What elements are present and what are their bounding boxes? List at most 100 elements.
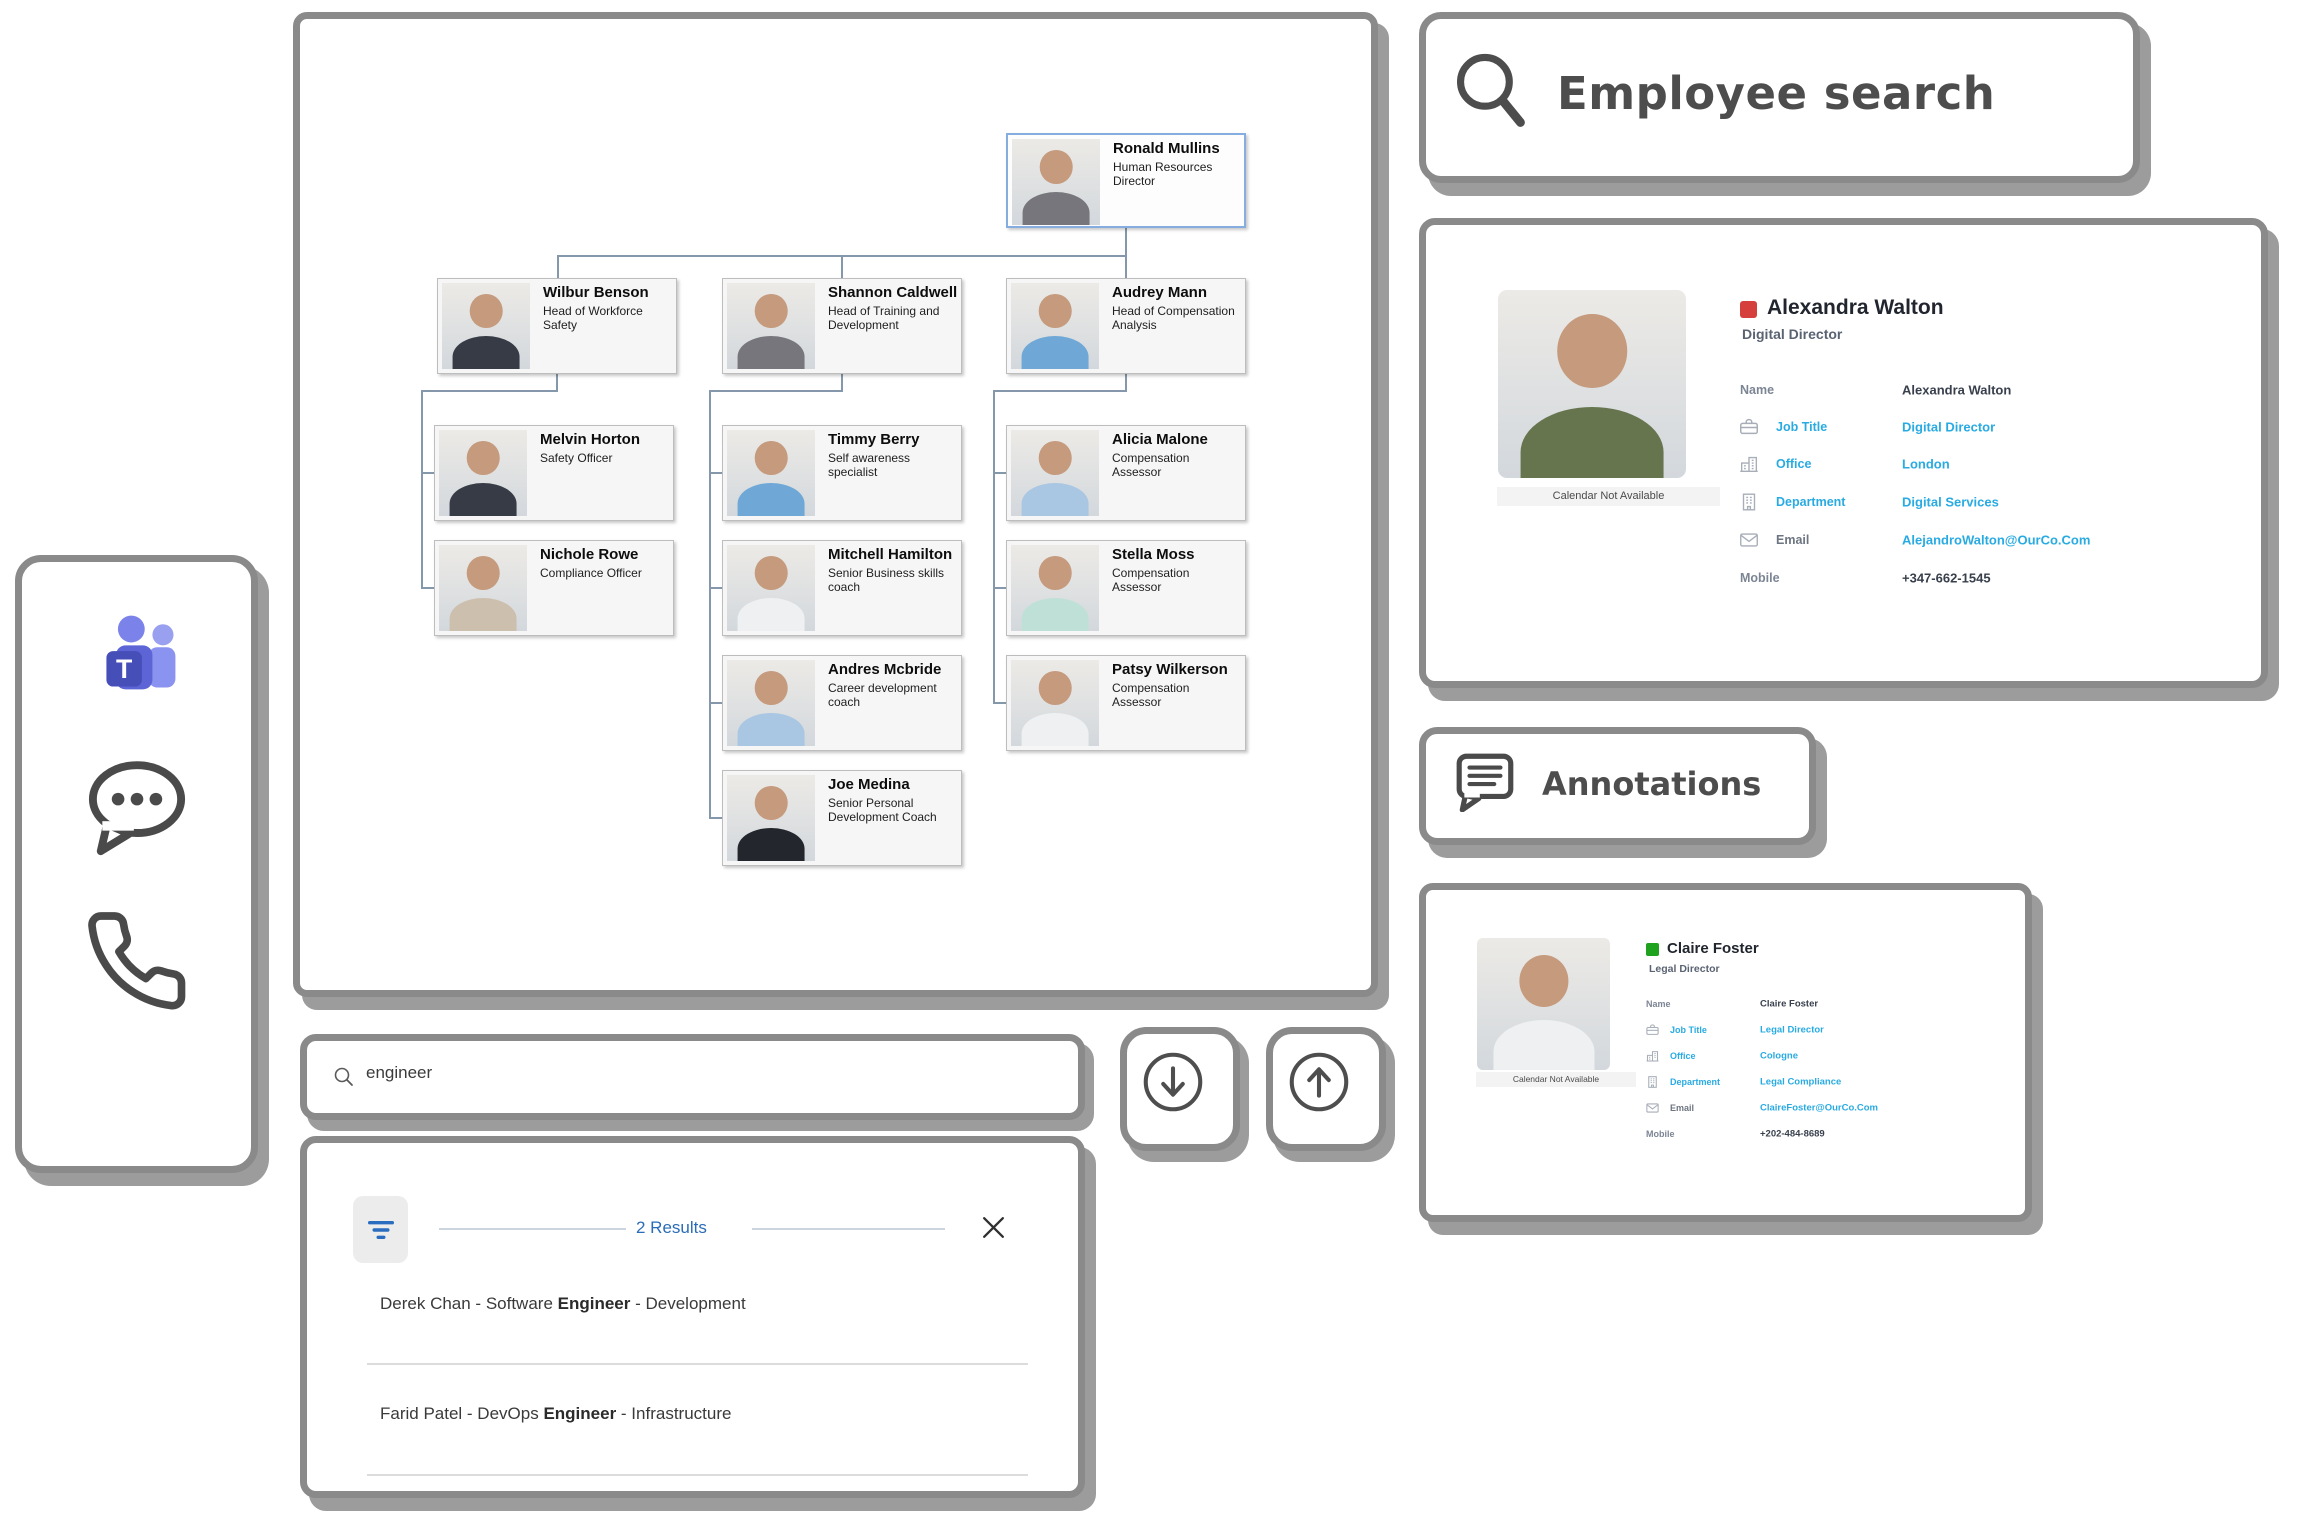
org-node[interactable]: Melvin Horton Safety Officer xyxy=(434,425,674,521)
teams-icon[interactable]: T xyxy=(93,610,185,696)
field-value[interactable]: London xyxy=(1902,456,1950,472)
employee-photo xyxy=(727,660,815,746)
profile-photo xyxy=(1498,290,1686,478)
org-connector xyxy=(1125,255,1127,278)
employee-search-panel: Employee search xyxy=(1419,12,2140,183)
calendar-status: Calendar Not Available xyxy=(1497,487,1720,506)
org-connector xyxy=(993,472,1006,474)
employee-name: Audrey Mann xyxy=(1112,284,1208,301)
field-value[interactable]: Digital Director xyxy=(1902,419,1996,434)
result-row[interactable]: Farid Patel - DevOps Engineer - Infrastr… xyxy=(380,1404,731,1424)
employee-name: Mitchell Hamilton xyxy=(828,546,953,563)
employee-name: Wilbur Benson xyxy=(543,284,649,301)
employee-name: Shannon Caldwell xyxy=(828,284,958,301)
employee-name: Patsy Wilkerson xyxy=(1112,661,1228,678)
field-value[interactable]: Legal Compliance xyxy=(1760,1076,1842,1088)
office-icon xyxy=(1738,453,1760,475)
employee-title: Senior Business skills coach xyxy=(828,565,945,594)
field-label: Department xyxy=(1670,1077,1721,1087)
org-node[interactable]: Joe Medina Senior Personal Development C… xyxy=(722,770,962,866)
search-results-panel: 2 Results Derek Chan - Software Engineer… xyxy=(300,1136,1085,1498)
employee-title: Compensation Assessor xyxy=(1112,450,1190,479)
field-label: Mobile xyxy=(1740,570,1780,585)
org-node[interactable]: Stella Moss Compensation Assessor xyxy=(1006,540,1246,636)
org-connector xyxy=(993,702,1006,704)
search-icon xyxy=(332,1065,356,1089)
department-icon xyxy=(1738,491,1760,513)
result-text: Farid Patel - DevOps xyxy=(380,1404,544,1423)
employee-title: Self awareness specialist xyxy=(828,450,911,479)
status-badge xyxy=(1740,301,1757,318)
field-value[interactable]: Digital Services xyxy=(1902,494,1999,510)
result-match: Engineer xyxy=(543,1404,617,1423)
profile-role: Legal Director xyxy=(1649,963,1720,975)
employee-photo xyxy=(1011,660,1099,746)
search-bar xyxy=(300,1034,1085,1120)
org-node[interactable]: Shannon Caldwell Head of Training and De… xyxy=(722,278,962,374)
profile-card-claire: Calendar Not Available Claire Foster Leg… xyxy=(1419,883,2032,1222)
field-value: Claire Foster xyxy=(1760,998,1819,1010)
profile-field-row: Name Claire Foster xyxy=(1645,991,2005,1017)
org-node[interactable]: Andres Mcbride Career development coach xyxy=(722,655,962,751)
field-value[interactable]: Legal Director xyxy=(1760,1024,1824,1036)
org-connector xyxy=(993,390,1127,392)
envelope-icon xyxy=(1738,529,1760,551)
field-value: +347-662-1545 xyxy=(1902,570,1991,585)
field-label: Email xyxy=(1776,533,1810,547)
phone-icon[interactable] xyxy=(79,907,194,1015)
org-node[interactable]: Wilbur Benson Head of Workforce Safety xyxy=(437,278,677,374)
field-value: +202-484-8689 xyxy=(1760,1128,1825,1140)
employee-photo xyxy=(727,283,815,369)
org-connector xyxy=(1125,228,1127,255)
profile-field-row: Office London xyxy=(1738,445,2238,483)
row-divider xyxy=(367,1474,1028,1476)
org-connector xyxy=(709,587,722,589)
employee-title: Compensation Assessor xyxy=(1112,565,1190,594)
profile-field-row: Job Title Digital Director xyxy=(1738,408,2238,445)
employee-name: Joe Medina xyxy=(828,776,910,793)
field-label: Office xyxy=(1776,457,1812,471)
org-node[interactable]: Patsy Wilkerson Compensation Assessor xyxy=(1006,655,1246,751)
org-connector xyxy=(709,702,722,704)
profile-field-row: Department Digital Services xyxy=(1738,483,2238,521)
org-connector xyxy=(841,255,843,278)
employee-title: Compensation Assessor xyxy=(1112,680,1190,709)
field-label: Email xyxy=(1670,1103,1695,1113)
employee-name: Stella Moss xyxy=(1112,546,1195,563)
org-connector xyxy=(709,390,711,819)
office-icon xyxy=(1645,1049,1660,1064)
field-label: Department xyxy=(1776,495,1846,509)
scroll-up-button[interactable] xyxy=(1266,1027,1386,1151)
field-label: Office xyxy=(1670,1051,1696,1061)
employee-photo xyxy=(1011,545,1099,631)
search-input[interactable] xyxy=(364,1062,1028,1084)
employee-name: Timmy Berry xyxy=(828,431,920,448)
filter-button[interactable] xyxy=(353,1196,408,1263)
org-node[interactable]: Nichole Rowe Compliance Officer xyxy=(434,540,674,636)
result-text: Derek Chan - Software xyxy=(380,1294,558,1313)
employee-title: Head of Compensation Analysis xyxy=(1112,303,1235,332)
org-connector xyxy=(556,374,558,390)
org-connector xyxy=(421,390,423,589)
field-value[interactable]: Cologne xyxy=(1760,1050,1798,1062)
org-node[interactable]: Ronald Mullins Human Resources Director xyxy=(1006,133,1246,228)
org-connector xyxy=(709,817,722,819)
scroll-down-button[interactable] xyxy=(1120,1027,1240,1151)
field-value[interactable]: AlejandroWalton@OurCo.Com xyxy=(1902,532,2091,548)
field-value[interactable]: ClaireFoster@OurCo.Com xyxy=(1760,1102,1879,1114)
profile-fields: Name Alexandra Walton Job Title Digital … xyxy=(1738,371,2238,596)
org-connector xyxy=(709,472,722,474)
result-row[interactable]: Derek Chan - Software Engineer - Develop… xyxy=(380,1294,746,1314)
chat-icon[interactable] xyxy=(77,755,197,859)
org-node[interactable]: Alicia Malone Compensation Assessor xyxy=(1006,425,1246,521)
calendar-status: Calendar Not Available xyxy=(1476,1072,1636,1087)
row-divider xyxy=(367,1363,1028,1365)
org-node[interactable]: Mitchell Hamilton Senior Business skills… xyxy=(722,540,962,636)
result-match: Engineer xyxy=(557,1294,631,1313)
org-node[interactable]: Audrey Mann Head of Compensation Analysi… xyxy=(1006,278,1246,374)
org-node[interactable]: Timmy Berry Self awareness specialist xyxy=(722,425,962,521)
close-icon[interactable] xyxy=(980,1214,1007,1241)
employee-name: Melvin Horton xyxy=(540,431,640,448)
employee-photo xyxy=(727,545,815,631)
employee-photo xyxy=(1011,430,1099,516)
